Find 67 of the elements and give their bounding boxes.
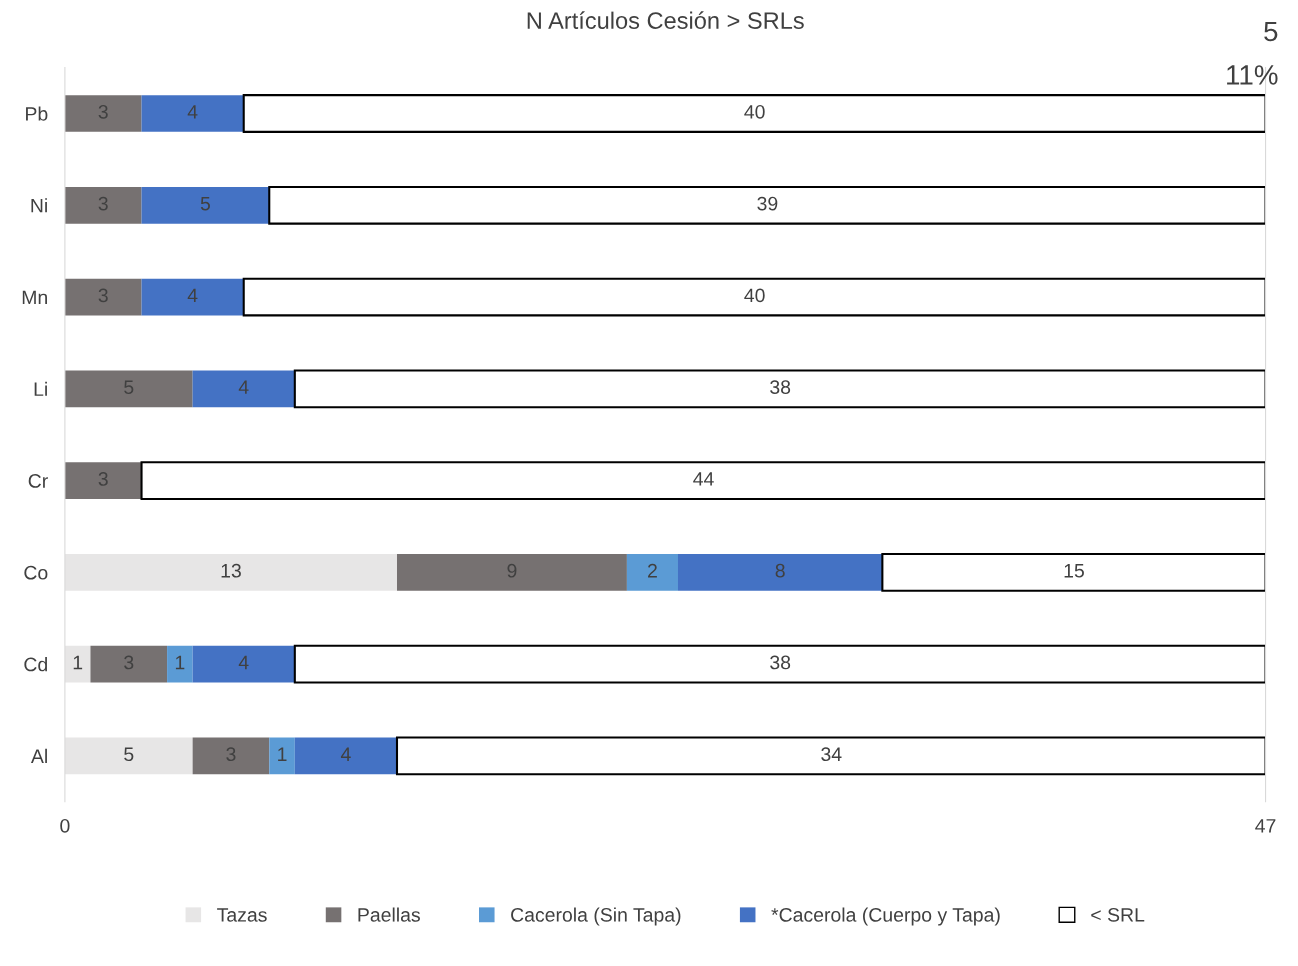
data-label: 2 (648, 563, 657, 578)
data-label: 5 (124, 747, 134, 762)
bar (269, 737, 295, 775)
y-tick-label: Al (30, 748, 47, 763)
data-label: 38 (770, 380, 791, 395)
annotation: 11% (1227, 65, 1278, 85)
text: 5 (1264, 21, 1278, 42)
data-label: 5 (200, 196, 210, 211)
bar (140, 461, 1266, 500)
data-label: 4 (187, 105, 198, 119)
bar (141, 95, 244, 132)
data-label: 34 (821, 747, 842, 762)
bar (64, 370, 193, 408)
bar (678, 554, 883, 591)
bar (881, 552, 1266, 592)
y-tick-label: Co (24, 565, 48, 580)
y-tick-label: Pb (26, 106, 48, 121)
data-label: 1 (73, 655, 83, 670)
bar (64, 186, 142, 224)
y-tick-label: Mn (22, 290, 47, 305)
bar (64, 554, 397, 591)
bar (192, 645, 295, 683)
data-label: 4 (340, 747, 351, 761)
bar (192, 370, 295, 408)
bar (167, 645, 193, 683)
bar (242, 94, 1266, 133)
bar (192, 737, 270, 775)
data-label: 13 (221, 563, 241, 578)
bar (626, 554, 678, 591)
bar (395, 736, 1266, 776)
y-tick-label: Li (34, 381, 47, 396)
chart-title: N Artículos Cesión > SRLs (527, 11, 804, 29)
data-label: 39 (757, 196, 778, 211)
data-label: 4 (238, 655, 249, 670)
legend-label: Cacerola (Sin Tapa) (511, 907, 681, 926)
data-label: 1 (278, 747, 287, 761)
y-tick-label: Cd (24, 657, 47, 672)
data-label: 15 (1064, 564, 1084, 578)
bar (64, 95, 142, 132)
y-tick-label: Cr (28, 474, 48, 488)
bar (90, 645, 168, 683)
data-label: 8 (775, 563, 785, 578)
legend-label: < SRL (1091, 908, 1145, 922)
bar (293, 644, 1266, 684)
data-label: 38 (770, 655, 791, 670)
data-label: 4 (187, 288, 198, 303)
bar (242, 277, 1266, 317)
bar (64, 737, 193, 775)
x-tick-label: 0 (60, 818, 70, 833)
bar (396, 554, 627, 591)
bar (64, 278, 142, 316)
bar (64, 462, 142, 499)
bar (141, 186, 270, 224)
y-tick-label: Ni (31, 198, 47, 213)
legend-label: Tazas (217, 908, 267, 922)
data-label: 40 (744, 104, 765, 119)
x-tick-label: 47 (1255, 819, 1276, 833)
bar (268, 185, 1266, 225)
bar (141, 278, 244, 316)
data-label: 40 (744, 288, 765, 303)
legend-label: Paellas (358, 907, 420, 922)
bar (293, 369, 1266, 409)
data-label: 4 (238, 380, 249, 394)
bar (294, 737, 397, 775)
data-label: 44 (693, 472, 714, 486)
legend-label: *Cacerola (Cuerpo y Tapa) (771, 907, 1000, 926)
data-label: 1 (175, 655, 185, 670)
